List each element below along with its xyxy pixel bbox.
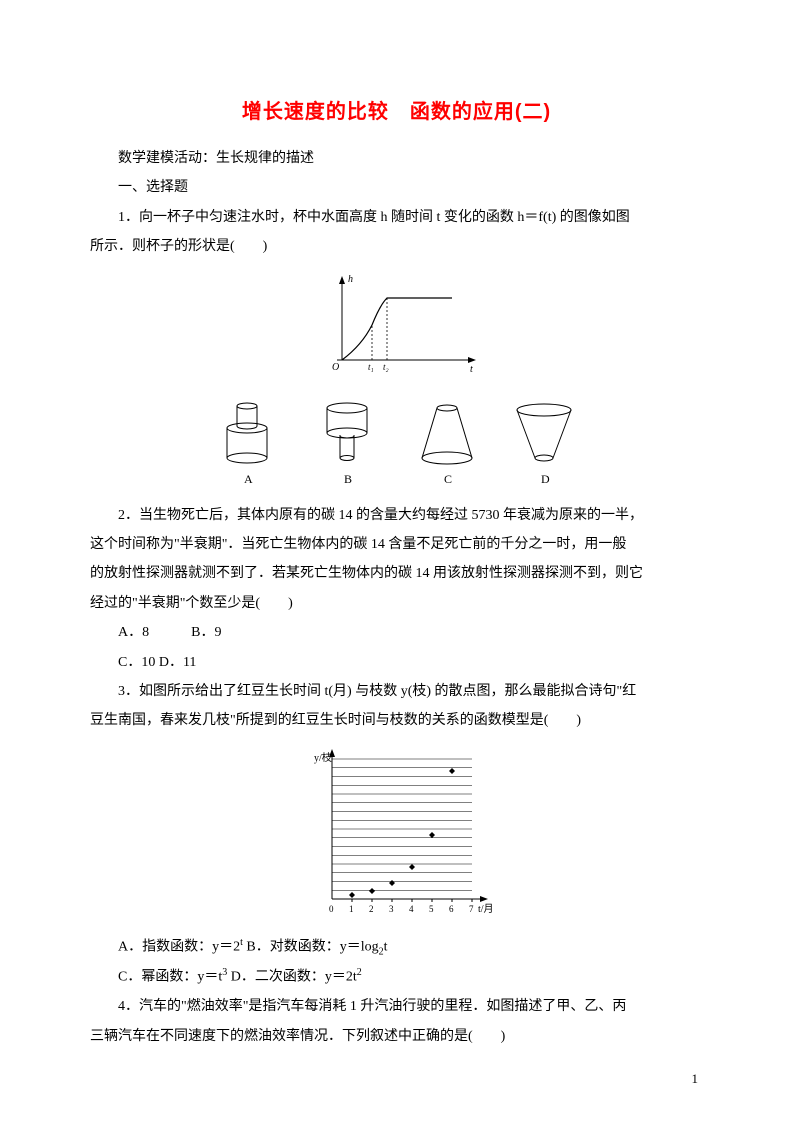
- q2-line-2: 这个时间称为"半衰期"．当死亡生物体内的碳 14 含量不足死亡前的千分之一时，用…: [90, 530, 703, 559]
- svg-text:4: 4: [409, 904, 414, 914]
- page-number: 1: [692, 1071, 699, 1087]
- q3-opt-a-pre: A．指数函数：y＝2: [118, 939, 240, 954]
- page-title: 增长速度的比较 函数的应用(二): [90, 95, 703, 124]
- q1-shapes: A B C: [90, 393, 703, 493]
- q2-options-cd: C．10 D．11: [90, 648, 703, 677]
- q2-line-3: 的放射性探测器就测不到了．若某死亡生物体内的碳 14 用该放射性探测器探测不到，…: [90, 559, 703, 588]
- svg-text:1: 1: [349, 904, 354, 914]
- q2-line-1: 2．当生物死亡后，其体内原有的碳 14 的含量大约每经过 5730 年衰减为原来…: [90, 501, 703, 530]
- t1-label: t₁: [368, 362, 374, 372]
- q3-line-2: 豆生南国，春来发几枝"所提到的红豆生长时间与枝数的关系的函数模型是( ): [90, 706, 703, 735]
- svg-text:t/月: t/月: [478, 903, 494, 915]
- origin-label: O: [332, 362, 339, 373]
- q3-opt-b-pre: B．对数函数：y＝log: [243, 939, 379, 954]
- svg-text:2: 2: [369, 904, 374, 914]
- axis-t-label: t: [470, 364, 473, 375]
- section-1-heading: 一、选择题: [90, 173, 703, 202]
- q1-line-2: 所示．则杯子的形状是( ): [90, 232, 703, 261]
- svg-text:y/枝: y/枝: [314, 751, 332, 764]
- q1-graph: h t O t₁ t₂: [90, 270, 703, 385]
- svg-text:3: 3: [389, 904, 394, 914]
- q3-opt-b-post: t: [384, 939, 388, 954]
- option-c-label: C: [444, 472, 452, 486]
- q3-options-cd: C．幂函数：y＝t3 D．二次函数：y＝2t2: [90, 962, 703, 992]
- q3-opt-d-pre: D．二次函数：y＝2t: [227, 970, 357, 985]
- subtitle: 数学建模活动：生长规律的描述: [90, 144, 703, 173]
- option-d-label: D: [541, 472, 550, 486]
- q4-line-1: 4．汽车的"燃油效率"是指汽车每消耗 1 升汽油行驶的里程．如图描述了甲、乙、丙: [90, 992, 703, 1021]
- q1-line-1: 1．向一杯子中匀速注水时，杯中水面高度 h 随时间 t 变化的函数 h＝f(t)…: [90, 203, 703, 232]
- q3-chart: 0 1 2 3 4 5 6 7 y/枝 t/月: [90, 744, 703, 924]
- svg-text:7: 7: [469, 904, 474, 914]
- axis-h-label: h: [348, 274, 353, 285]
- q3-options-ab: A．指数函数：y＝2t B．对数函数：y＝log2t: [90, 932, 703, 962]
- q3-opt-d-sup: 2: [357, 967, 362, 978]
- q2-options-ab: A．8 B．9: [90, 618, 703, 647]
- option-a-label: A: [244, 472, 253, 486]
- svg-text:6: 6: [449, 904, 454, 914]
- q4-line-2: 三辆汽车在不同速度下的燃油效率情况．下列叙述中正确的是( ): [90, 1022, 703, 1051]
- t2-label: t₂: [383, 362, 389, 372]
- svg-text:5: 5: [429, 904, 434, 914]
- q2-line-4: 经过的"半衰期"个数至少是( ): [90, 589, 703, 618]
- q3-opt-c-pre: C．幂函数：y＝t: [118, 970, 222, 985]
- q3-line-1: 3．如图所示给出了红豆生长时间 t(月) 与枝数 y(枝) 的散点图，那么最能拟…: [90, 677, 703, 706]
- option-b-label: B: [344, 472, 352, 486]
- svg-text:0: 0: [329, 904, 334, 914]
